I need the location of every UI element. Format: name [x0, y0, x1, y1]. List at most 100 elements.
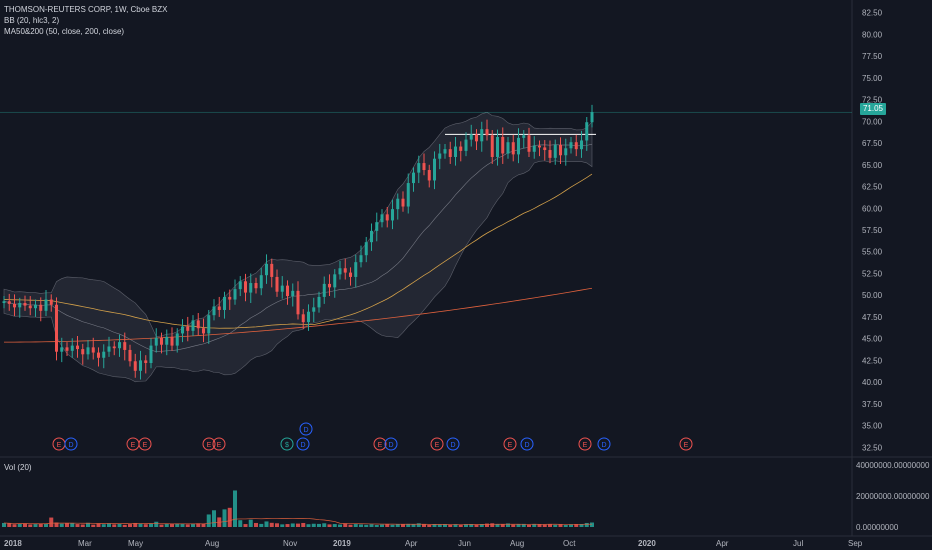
volume-tick-label: 40000000.00000000 — [856, 461, 930, 470]
volume-bar — [296, 523, 300, 527]
dividend-marker[interactable]: D — [520, 437, 534, 451]
volume-bar — [185, 524, 190, 527]
volume-bar — [222, 509, 227, 527]
marker-label: D — [300, 442, 305, 449]
volume-bar — [196, 523, 201, 527]
volume-bar — [369, 524, 374, 527]
volume-tick-label: 0.00000000 — [856, 523, 899, 532]
candle-body — [559, 144, 562, 156]
candle-body — [370, 230, 373, 243]
marker-circle — [299, 422, 313, 436]
earnings-marker[interactable]: E — [373, 437, 387, 451]
dividend-marker[interactable]: D — [64, 437, 78, 451]
candle — [244, 273, 247, 302]
symbol-title[interactable]: THOMSON-REUTERS CORP, 1W, Cboe BZX — [4, 5, 168, 14]
candle-body — [317, 296, 321, 308]
candle-body — [548, 150, 552, 158]
volume-bar — [406, 523, 411, 527]
candle — [212, 299, 216, 321]
candle — [412, 167, 415, 192]
candle-body — [223, 296, 226, 310]
candle-body — [244, 281, 247, 293]
candle-body — [112, 346, 116, 349]
candle — [317, 291, 321, 313]
candle — [191, 315, 195, 337]
time-tick-label: Apr — [405, 539, 418, 548]
volume-bar — [411, 524, 416, 527]
candle-body — [532, 145, 536, 152]
dividend-marker[interactable]: D — [446, 437, 460, 451]
candle — [65, 342, 69, 357]
volume-bar — [112, 524, 117, 527]
candle — [433, 151, 436, 190]
candle-body — [438, 153, 442, 159]
volume-bar — [12, 524, 17, 527]
candle-body — [543, 147, 547, 151]
candle — [81, 343, 85, 365]
dividend-marker[interactable]: D — [296, 437, 310, 451]
dividend-marker[interactable]: D — [299, 422, 313, 436]
candle — [427, 164, 431, 188]
marker-circle — [373, 437, 387, 451]
bb-indicator-label[interactable]: BB (20, hlc3, 2) — [4, 16, 60, 25]
earnings-marker[interactable]: E — [138, 437, 152, 451]
time-tick-label: Nov — [283, 539, 297, 548]
candle-body — [475, 134, 478, 142]
candle — [102, 344, 106, 369]
volume-bar — [390, 524, 395, 527]
candle — [322, 276, 326, 304]
split-marker[interactable]: $ — [280, 437, 294, 451]
volume-bar — [490, 523, 495, 527]
earnings-marker[interactable]: E — [52, 437, 66, 451]
candle — [181, 319, 184, 343]
candle-body — [359, 255, 363, 263]
price-tick-label: 72.50 — [862, 96, 883, 105]
volume-bar — [332, 524, 337, 527]
candle — [417, 155, 421, 184]
candle — [301, 309, 305, 330]
earnings-marker[interactable]: E — [503, 437, 517, 451]
candle — [128, 344, 132, 367]
candle — [196, 313, 200, 336]
volume-bar — [521, 523, 526, 527]
volume-bar — [54, 522, 59, 527]
dividend-marker[interactable]: D — [597, 437, 611, 451]
candle — [202, 318, 205, 343]
candlestick-series — [2, 104, 594, 380]
ma-indicator-label[interactable]: MA50&200 (50, close, 200, close) — [4, 27, 125, 36]
candle — [532, 136, 536, 159]
candle — [438, 143, 442, 170]
candle-body — [34, 304, 37, 309]
volume-bar — [23, 523, 27, 527]
marker-label: D — [68, 442, 73, 449]
candle-body — [590, 112, 594, 123]
candle-body — [207, 315, 211, 334]
candle — [538, 140, 541, 157]
earnings-marker[interactable]: E — [126, 437, 140, 451]
candle — [291, 283, 295, 307]
candle-body — [417, 163, 421, 173]
volume-legend[interactable]: Vol (20) — [4, 463, 32, 472]
earnings-marker[interactable]: E — [202, 437, 216, 451]
volume-bar — [569, 524, 573, 527]
time-tick-label: Jul — [793, 539, 803, 548]
earnings-marker[interactable]: E — [679, 437, 693, 451]
volume-bar — [175, 523, 180, 527]
dividend-marker[interactable]: D — [384, 437, 398, 451]
candle-body — [133, 361, 137, 371]
earnings-marker[interactable]: E — [212, 437, 226, 451]
candle — [585, 117, 589, 151]
candle-body — [422, 163, 426, 171]
earnings-marker[interactable]: E — [578, 437, 592, 451]
earnings-marker[interactable]: E — [430, 437, 444, 451]
marker-circle — [446, 437, 460, 451]
candle — [396, 193, 400, 220]
marker-label: D — [303, 427, 308, 434]
candle — [49, 294, 53, 312]
candle — [391, 199, 394, 230]
time-tick-label: Oct — [563, 539, 576, 548]
candle — [207, 309, 211, 344]
candle-body — [49, 299, 53, 305]
price-tick-label: 75.00 — [862, 74, 883, 83]
